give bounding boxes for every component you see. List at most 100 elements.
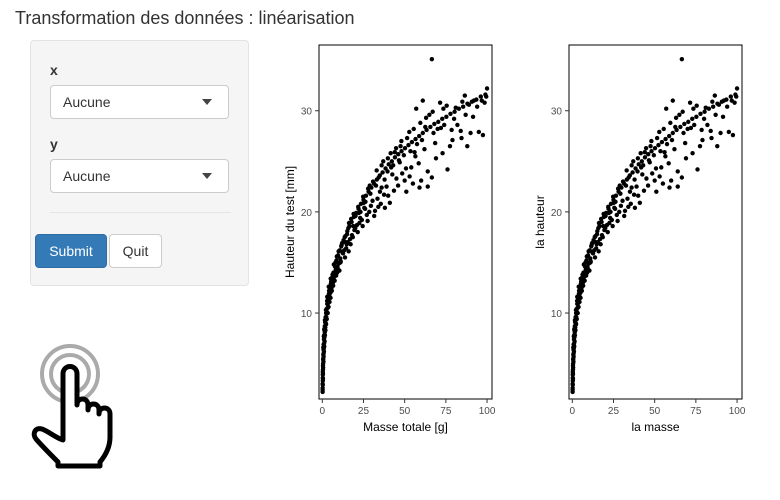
y-tick-label: 30 [301, 107, 313, 118]
data-point [398, 143, 403, 149]
data-point [433, 156, 439, 161]
data-point [673, 124, 678, 130]
data-point [570, 382, 575, 388]
data-point [679, 56, 685, 62]
data-point [572, 344, 577, 349]
data-point [451, 116, 457, 122]
data-point [651, 153, 657, 158]
data-point [466, 102, 472, 107]
y-select[interactable]: Aucune [50, 159, 229, 193]
data-point [409, 165, 414, 170]
data-point [339, 241, 345, 246]
data-point [412, 150, 417, 155]
data-point [592, 234, 597, 240]
data-point [338, 260, 343, 265]
data-point [425, 184, 430, 189]
data-point [669, 137, 675, 143]
data-point [663, 154, 668, 159]
data-point [432, 121, 437, 127]
data-point [574, 316, 579, 322]
data-point [708, 128, 713, 134]
data-point [468, 130, 473, 136]
data-point [372, 208, 378, 214]
plot-frame [318, 44, 493, 400]
data-point [422, 146, 427, 152]
data-point [342, 255, 348, 260]
data-point [384, 184, 389, 189]
data-point [649, 138, 654, 144]
data-point [610, 223, 615, 229]
data-point [322, 333, 328, 338]
data-point [652, 145, 658, 151]
data-point [375, 196, 380, 201]
chevron-down-icon [202, 99, 212, 105]
data-point [367, 209, 372, 215]
data-point [370, 198, 375, 203]
chevron-down-icon [202, 173, 212, 179]
data-point [408, 149, 413, 154]
y-tick-label: 30 [551, 107, 563, 118]
divider [50, 212, 231, 213]
data-point [699, 127, 704, 133]
data-point [673, 115, 679, 121]
data-point [624, 168, 629, 173]
data-point [406, 142, 411, 148]
data-point [394, 176, 399, 181]
data-point [436, 119, 441, 125]
data-point [573, 321, 579, 327]
y-tick-label: 10 [551, 309, 563, 320]
data-point [620, 198, 625, 203]
data-point [588, 260, 593, 265]
data-point [322, 344, 327, 349]
data-point [728, 94, 733, 99]
data-point [629, 163, 634, 168]
data-point [629, 185, 634, 190]
data-point [402, 145, 408, 151]
data-point [682, 140, 688, 146]
data-point [404, 189, 409, 194]
data-point [635, 169, 640, 174]
data-point [484, 86, 490, 91]
data-point [675, 184, 680, 189]
scatter-plot-2-svg: 10 20 30 0 25 50 75 100 la masse la hauteur [533, 44, 746, 434]
quit-button[interactable]: Quit [109, 234, 162, 268]
data-point [330, 272, 335, 277]
data-point [407, 174, 412, 179]
data-point [584, 270, 590, 275]
data-point [389, 159, 395, 164]
data-point [635, 156, 641, 161]
data-point [400, 171, 405, 176]
data-point [445, 167, 450, 172]
data-point [376, 175, 381, 180]
data-point [617, 209, 622, 215]
data-point [356, 210, 362, 216]
data-point [654, 189, 659, 194]
data-point [621, 213, 627, 219]
data-point [606, 204, 611, 210]
data-point [350, 234, 355, 240]
data-point [355, 229, 360, 235]
y-axis-label: Hauteur du test [mm] [283, 166, 297, 278]
data-point [371, 213, 377, 219]
data-point [453, 105, 458, 110]
data-point [325, 310, 330, 316]
data-point [687, 100, 693, 105]
data-point [429, 175, 435, 180]
x-select[interactable]: Aucune [50, 85, 229, 119]
submit-button[interactable]: Submit [35, 234, 107, 268]
data-point [409, 139, 415, 145]
data-point [698, 111, 703, 116]
data-point [734, 86, 740, 91]
x-tick-label: 25 [358, 406, 370, 417]
data-point [478, 94, 483, 99]
data-point [331, 277, 336, 282]
data-point [576, 304, 581, 310]
data-point [636, 162, 641, 167]
data-point [705, 122, 710, 128]
data-point [690, 116, 695, 122]
data-point [664, 141, 670, 147]
data-point [662, 150, 667, 155]
data-point [396, 152, 401, 157]
data-point [642, 155, 648, 160]
data-point [575, 310, 580, 316]
